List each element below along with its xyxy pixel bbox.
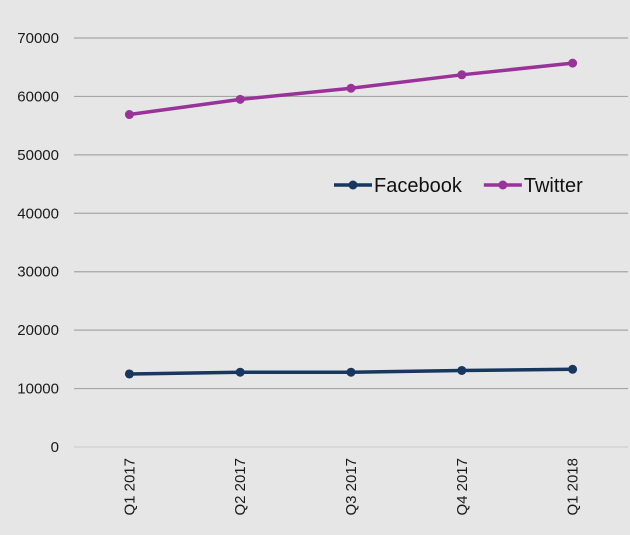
data-point (235, 367, 245, 377)
y-tick-label: 70000 (17, 30, 59, 47)
y-tick-label: 0 (51, 439, 59, 456)
y-tick-label: 60000 (17, 88, 59, 105)
data-point (457, 70, 467, 80)
y-tick-label: 40000 (17, 205, 59, 222)
legend-swatch-marker (348, 180, 358, 190)
data-point (124, 369, 134, 379)
y-tick-label: 20000 (17, 322, 59, 339)
series-facebook (124, 364, 578, 379)
series-lines (124, 58, 578, 379)
data-point (457, 365, 467, 375)
legend-label: Facebook (374, 175, 463, 197)
data-point (346, 83, 356, 93)
data-point (235, 94, 245, 104)
legend: Facebook Twitter (334, 175, 583, 197)
y-tick-label: 10000 (17, 381, 59, 398)
series-twitter (124, 58, 578, 120)
legend-item-twitter: Twitter (483, 175, 583, 197)
y-tick-label: 30000 (17, 264, 59, 281)
y-tick-label: 50000 (17, 147, 59, 164)
data-point (124, 110, 134, 120)
x-tick-label: Q1 2018 (565, 458, 582, 516)
legend-label: Twitter (524, 175, 583, 197)
x-tick-label: Q2 2017 (232, 458, 249, 516)
y-axis-ticks: 0 10000 20000 30000 40000 50000 60000 70000 (17, 30, 59, 456)
x-axis-ticks: Q1 2017 Q2 2017 Q3 2017 Q4 2017 Q1 2018 (121, 458, 581, 516)
data-point (568, 364, 578, 374)
legend-swatch-marker (498, 180, 508, 190)
x-tick-label: Q1 2017 (121, 458, 138, 516)
data-point (568, 58, 578, 68)
x-tick-label: Q4 2017 (454, 458, 471, 516)
x-tick-label: Q3 2017 (343, 458, 360, 516)
data-point (346, 367, 356, 377)
legend-item-facebook: Facebook (334, 175, 463, 197)
gridlines (74, 37, 628, 448)
